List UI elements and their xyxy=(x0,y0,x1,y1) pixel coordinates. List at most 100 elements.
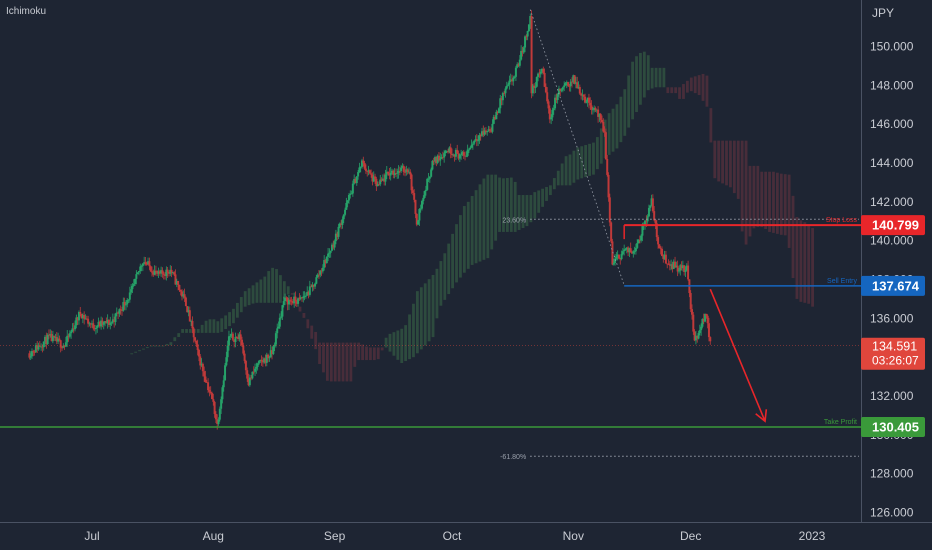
projection-arrow-shaft[interactable] xyxy=(709,288,766,422)
candle xyxy=(640,234,643,243)
cloud-segment xyxy=(310,325,314,339)
candle xyxy=(153,265,156,276)
candle-body xyxy=(247,378,250,386)
candle-body xyxy=(178,284,181,290)
candle-body xyxy=(634,247,637,252)
candle xyxy=(457,150,460,161)
cloud-segment xyxy=(224,315,228,330)
candle xyxy=(611,238,614,266)
cloud-segment xyxy=(772,171,775,233)
candle xyxy=(364,164,367,174)
candle-body xyxy=(413,193,416,200)
candle xyxy=(666,263,669,269)
candle-body xyxy=(560,89,563,91)
candle-body xyxy=(242,345,245,354)
cloud-segment xyxy=(779,173,783,235)
candle-body xyxy=(311,284,314,288)
candle xyxy=(709,336,712,345)
candle xyxy=(354,177,357,184)
candle xyxy=(511,74,513,86)
candle-body xyxy=(105,321,108,324)
candle-body xyxy=(139,266,142,272)
candle-body xyxy=(702,318,705,322)
candle-body xyxy=(246,370,249,379)
candle xyxy=(160,266,163,277)
time-axis[interactable] xyxy=(0,522,932,550)
candle xyxy=(349,190,352,199)
candle xyxy=(496,110,499,115)
price-tick-label: 142.000 xyxy=(870,195,914,209)
candle xyxy=(448,146,451,154)
candle xyxy=(171,271,174,275)
candle-body xyxy=(543,72,546,87)
candle xyxy=(546,87,549,104)
candle-body xyxy=(518,59,521,66)
candle xyxy=(513,75,516,79)
candle xyxy=(405,165,408,176)
candle-body xyxy=(604,132,607,160)
candle-body xyxy=(557,88,560,95)
candle-body xyxy=(28,353,31,358)
candle-body xyxy=(555,97,558,101)
candle-body xyxy=(308,286,311,295)
candle xyxy=(224,363,227,381)
candle xyxy=(221,385,224,404)
candle xyxy=(201,362,204,377)
candle-body xyxy=(479,135,482,136)
candle-body xyxy=(257,361,260,364)
level-price-tag[interactable] xyxy=(861,215,925,236)
candle-body xyxy=(385,171,388,175)
candle xyxy=(255,362,258,374)
fib-anchor-line[interactable] xyxy=(529,9,625,286)
candle xyxy=(362,156,365,167)
candle-body xyxy=(294,296,297,302)
cloud-segment xyxy=(247,288,251,306)
candle-body xyxy=(85,318,88,320)
projection-arrow-head[interactable] xyxy=(755,409,768,423)
candle-body xyxy=(598,114,601,117)
level-price-tag[interactable] xyxy=(861,275,925,296)
candle-body xyxy=(342,214,345,220)
candle xyxy=(332,240,335,250)
candle xyxy=(620,250,623,261)
candle-body xyxy=(692,314,695,332)
candle xyxy=(676,260,679,277)
candle-body xyxy=(175,280,178,285)
candle-body xyxy=(182,294,185,297)
candle-body xyxy=(67,335,70,337)
candle xyxy=(702,313,705,325)
candle xyxy=(529,13,532,29)
candle-body xyxy=(53,335,56,338)
candle-body xyxy=(465,155,468,157)
candle-body xyxy=(564,83,567,86)
candle-body xyxy=(649,205,652,208)
candle-body xyxy=(75,317,78,326)
candle-body xyxy=(282,301,285,306)
candle-body xyxy=(364,168,367,171)
candle-body xyxy=(462,152,465,156)
level-price-tag[interactable] xyxy=(861,416,925,437)
candle xyxy=(380,177,383,183)
candle xyxy=(451,148,453,159)
candle xyxy=(572,74,575,84)
candle xyxy=(422,195,425,205)
candle-body xyxy=(149,266,152,272)
candle xyxy=(177,280,180,291)
candle xyxy=(527,24,530,32)
candle xyxy=(383,173,386,186)
current-price-tag[interactable] xyxy=(861,337,925,370)
candle xyxy=(328,248,331,258)
candle xyxy=(393,168,396,179)
candle xyxy=(161,267,164,278)
candle xyxy=(430,167,433,178)
candle xyxy=(126,297,129,308)
candle-body xyxy=(325,256,328,264)
candle xyxy=(428,175,431,183)
cloud-segment xyxy=(494,174,498,241)
candle xyxy=(298,293,301,301)
candle-body xyxy=(384,174,387,182)
candle xyxy=(188,306,191,322)
price-axis[interactable] xyxy=(861,0,932,550)
candle xyxy=(685,263,688,272)
